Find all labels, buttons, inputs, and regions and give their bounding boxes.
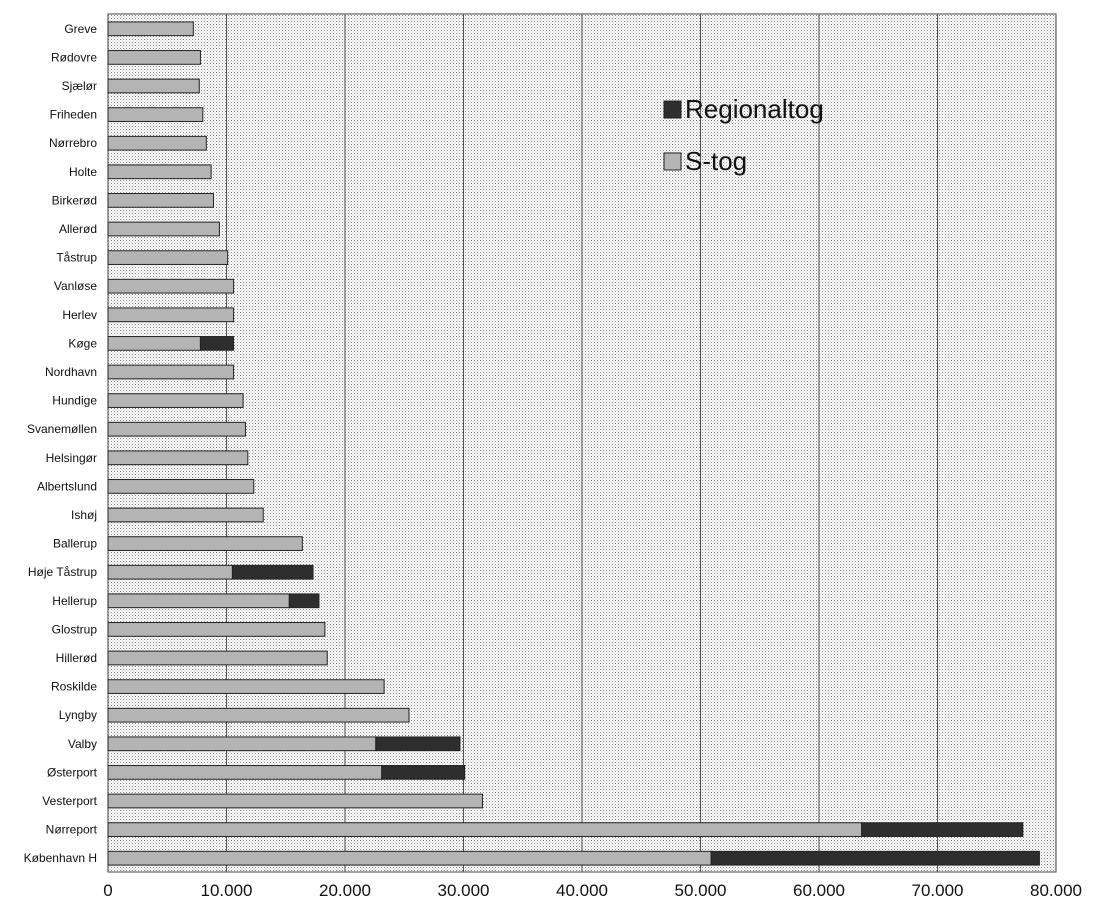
- bar-regionaltog: [288, 593, 320, 609]
- legend-label: S-tog: [685, 146, 747, 176]
- category-label: Roskilde: [51, 680, 97, 694]
- category-label: Albertslund: [37, 479, 97, 493]
- category-label: Glostrup: [52, 622, 98, 636]
- bar-s-tog: [107, 622, 326, 637]
- bar-regionaltog: [231, 564, 314, 580]
- bar-s-tog: [107, 50, 201, 65]
- category-label: Helsingør: [46, 451, 97, 465]
- category-label: Nørreport: [46, 823, 98, 837]
- legend: Regionaltog S-tog: [663, 94, 824, 176]
- bar-s-tog: [107, 564, 233, 580]
- bar-s-tog: [107, 135, 207, 151]
- bar-regionaltog: [199, 336, 235, 351]
- x-tick-label: 80.000: [1030, 881, 1082, 900]
- category-labels: Greve Rødovre Sjælør Friheden Nørrebro Holte B…: [24, 22, 98, 865]
- category-label: Østerport: [47, 765, 98, 779]
- x-tick-label: 30.000: [438, 881, 490, 900]
- bars: [107, 21, 1040, 866]
- category-label: Vesterport: [42, 794, 97, 808]
- x-tick-label: 20.000: [319, 881, 371, 900]
- x-tick-label: 50.000: [675, 881, 727, 900]
- category-label: Holte: [69, 165, 97, 179]
- x-tick-label: 40.000: [556, 881, 608, 900]
- x-tick-label: 60.000: [793, 881, 845, 900]
- bar-s-tog: [107, 736, 377, 752]
- bar-s-tog: [107, 479, 255, 494]
- bar-s-tog: [107, 822, 863, 837]
- x-tick-label: 0: [103, 881, 112, 900]
- legend-label: Regionaltog: [685, 94, 824, 124]
- category-label: Høje Tåstrup: [28, 565, 97, 579]
- x-tick-label: 70.000: [912, 881, 964, 900]
- bar-regionaltog: [710, 850, 1040, 866]
- category-label: Køge: [68, 336, 97, 350]
- category-label: Sjælør: [62, 79, 97, 93]
- bar-s-tog: [107, 507, 264, 523]
- category-label: Rødovre: [51, 50, 97, 64]
- bar-s-tog: [107, 765, 383, 780]
- category-label: København H: [24, 851, 97, 865]
- bar-s-tog: [107, 250, 229, 265]
- category-label: Greve: [64, 22, 97, 36]
- x-tick-labels: 0 10.000 20.000 30.000 40.000 50.000 60.000 70.…: [103, 881, 1082, 900]
- x-tick-label: 10.000: [201, 881, 253, 900]
- category-label: Tåstrup: [56, 251, 97, 265]
- category-label: Ballerup: [53, 537, 97, 551]
- bar-s-tog: [107, 78, 200, 94]
- category-label: Friheden: [50, 108, 97, 122]
- bar-s-tog: [107, 421, 246, 437]
- bar-s-tog: [107, 21, 194, 37]
- category-label: Nørrebro: [49, 136, 97, 150]
- category-label: Allerød: [59, 222, 97, 236]
- bar-s-tog: [107, 650, 328, 666]
- bar-s-tog: [107, 707, 410, 723]
- category-label: Birkerød: [52, 193, 97, 207]
- bar-s-tog: [107, 793, 483, 809]
- category-label: Hellerup: [52, 594, 97, 608]
- category-label: Nordhavn: [45, 365, 97, 379]
- category-label: Hillerød: [56, 651, 97, 665]
- bar-s-tog: [107, 393, 244, 408]
- bar-s-tog: [107, 193, 214, 208]
- bar-s-tog: [107, 850, 712, 866]
- bar-s-tog: [107, 221, 220, 237]
- bar-s-tog: [107, 450, 249, 466]
- category-label: Ishøj: [71, 508, 97, 522]
- category-label: Svanemøllen: [27, 422, 97, 436]
- bar-s-tog: [107, 593, 290, 609]
- category-label: Vanløse: [54, 279, 97, 293]
- legend-swatch: [663, 100, 682, 119]
- bar-regionaltog: [381, 765, 466, 780]
- category-label: Herlev: [62, 308, 97, 322]
- bar-s-tog: [107, 307, 235, 323]
- bar-regionaltog: [375, 736, 461, 752]
- bar-regionaltog: [861, 822, 1024, 837]
- bar-s-tog: [107, 536, 303, 551]
- bar-s-tog: [107, 336, 201, 351]
- bar-s-tog: [107, 164, 212, 180]
- category-label: Hundige: [52, 394, 97, 408]
- bar-s-tog: [107, 278, 235, 294]
- gridlines: [226, 14, 938, 872]
- bar-s-tog: [107, 107, 204, 122]
- bar-s-tog: [107, 679, 385, 694]
- category-label: Valby: [68, 737, 97, 751]
- legend-swatch: [663, 152, 682, 171]
- bar-s-tog: [107, 364, 235, 380]
- category-label: Lyngby: [59, 708, 97, 722]
